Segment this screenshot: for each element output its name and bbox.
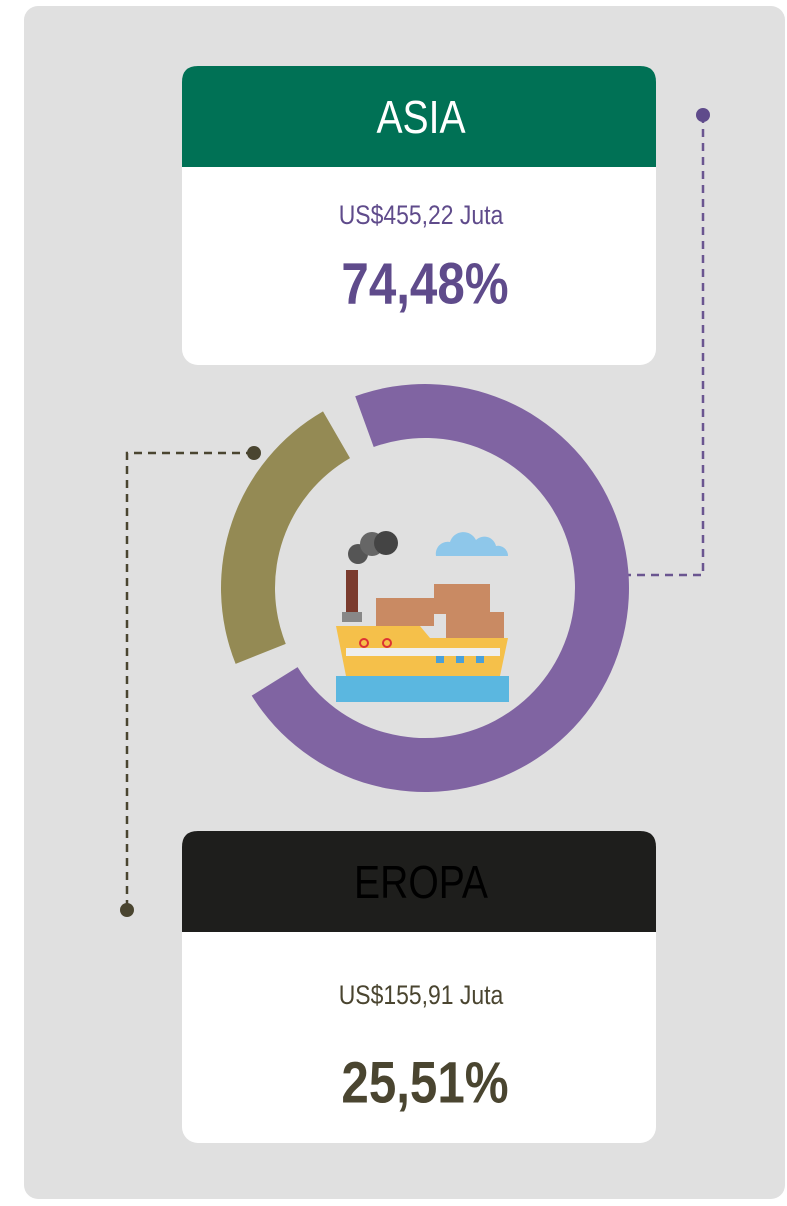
connector-dot <box>696 108 710 122</box>
connector-dot <box>120 903 134 917</box>
card-title: EROPA <box>354 857 488 909</box>
card-title: ASIA <box>376 92 466 144</box>
amount-label: US$155,91 Juta <box>339 980 504 1010</box>
page: ASIA US$455,22 Juta 74,48% EROPA US$155,91 J… <box>0 0 787 1201</box>
amount-label: US$455,22 Juta <box>339 200 504 230</box>
connector-dot <box>247 446 261 460</box>
infographic: ASIA US$455,22 Juta 74,48% EROPA US$155,91 J… <box>0 0 787 1201</box>
percent-label: 74,48% <box>341 252 508 317</box>
percent-label: 25,51% <box>341 1051 508 1116</box>
